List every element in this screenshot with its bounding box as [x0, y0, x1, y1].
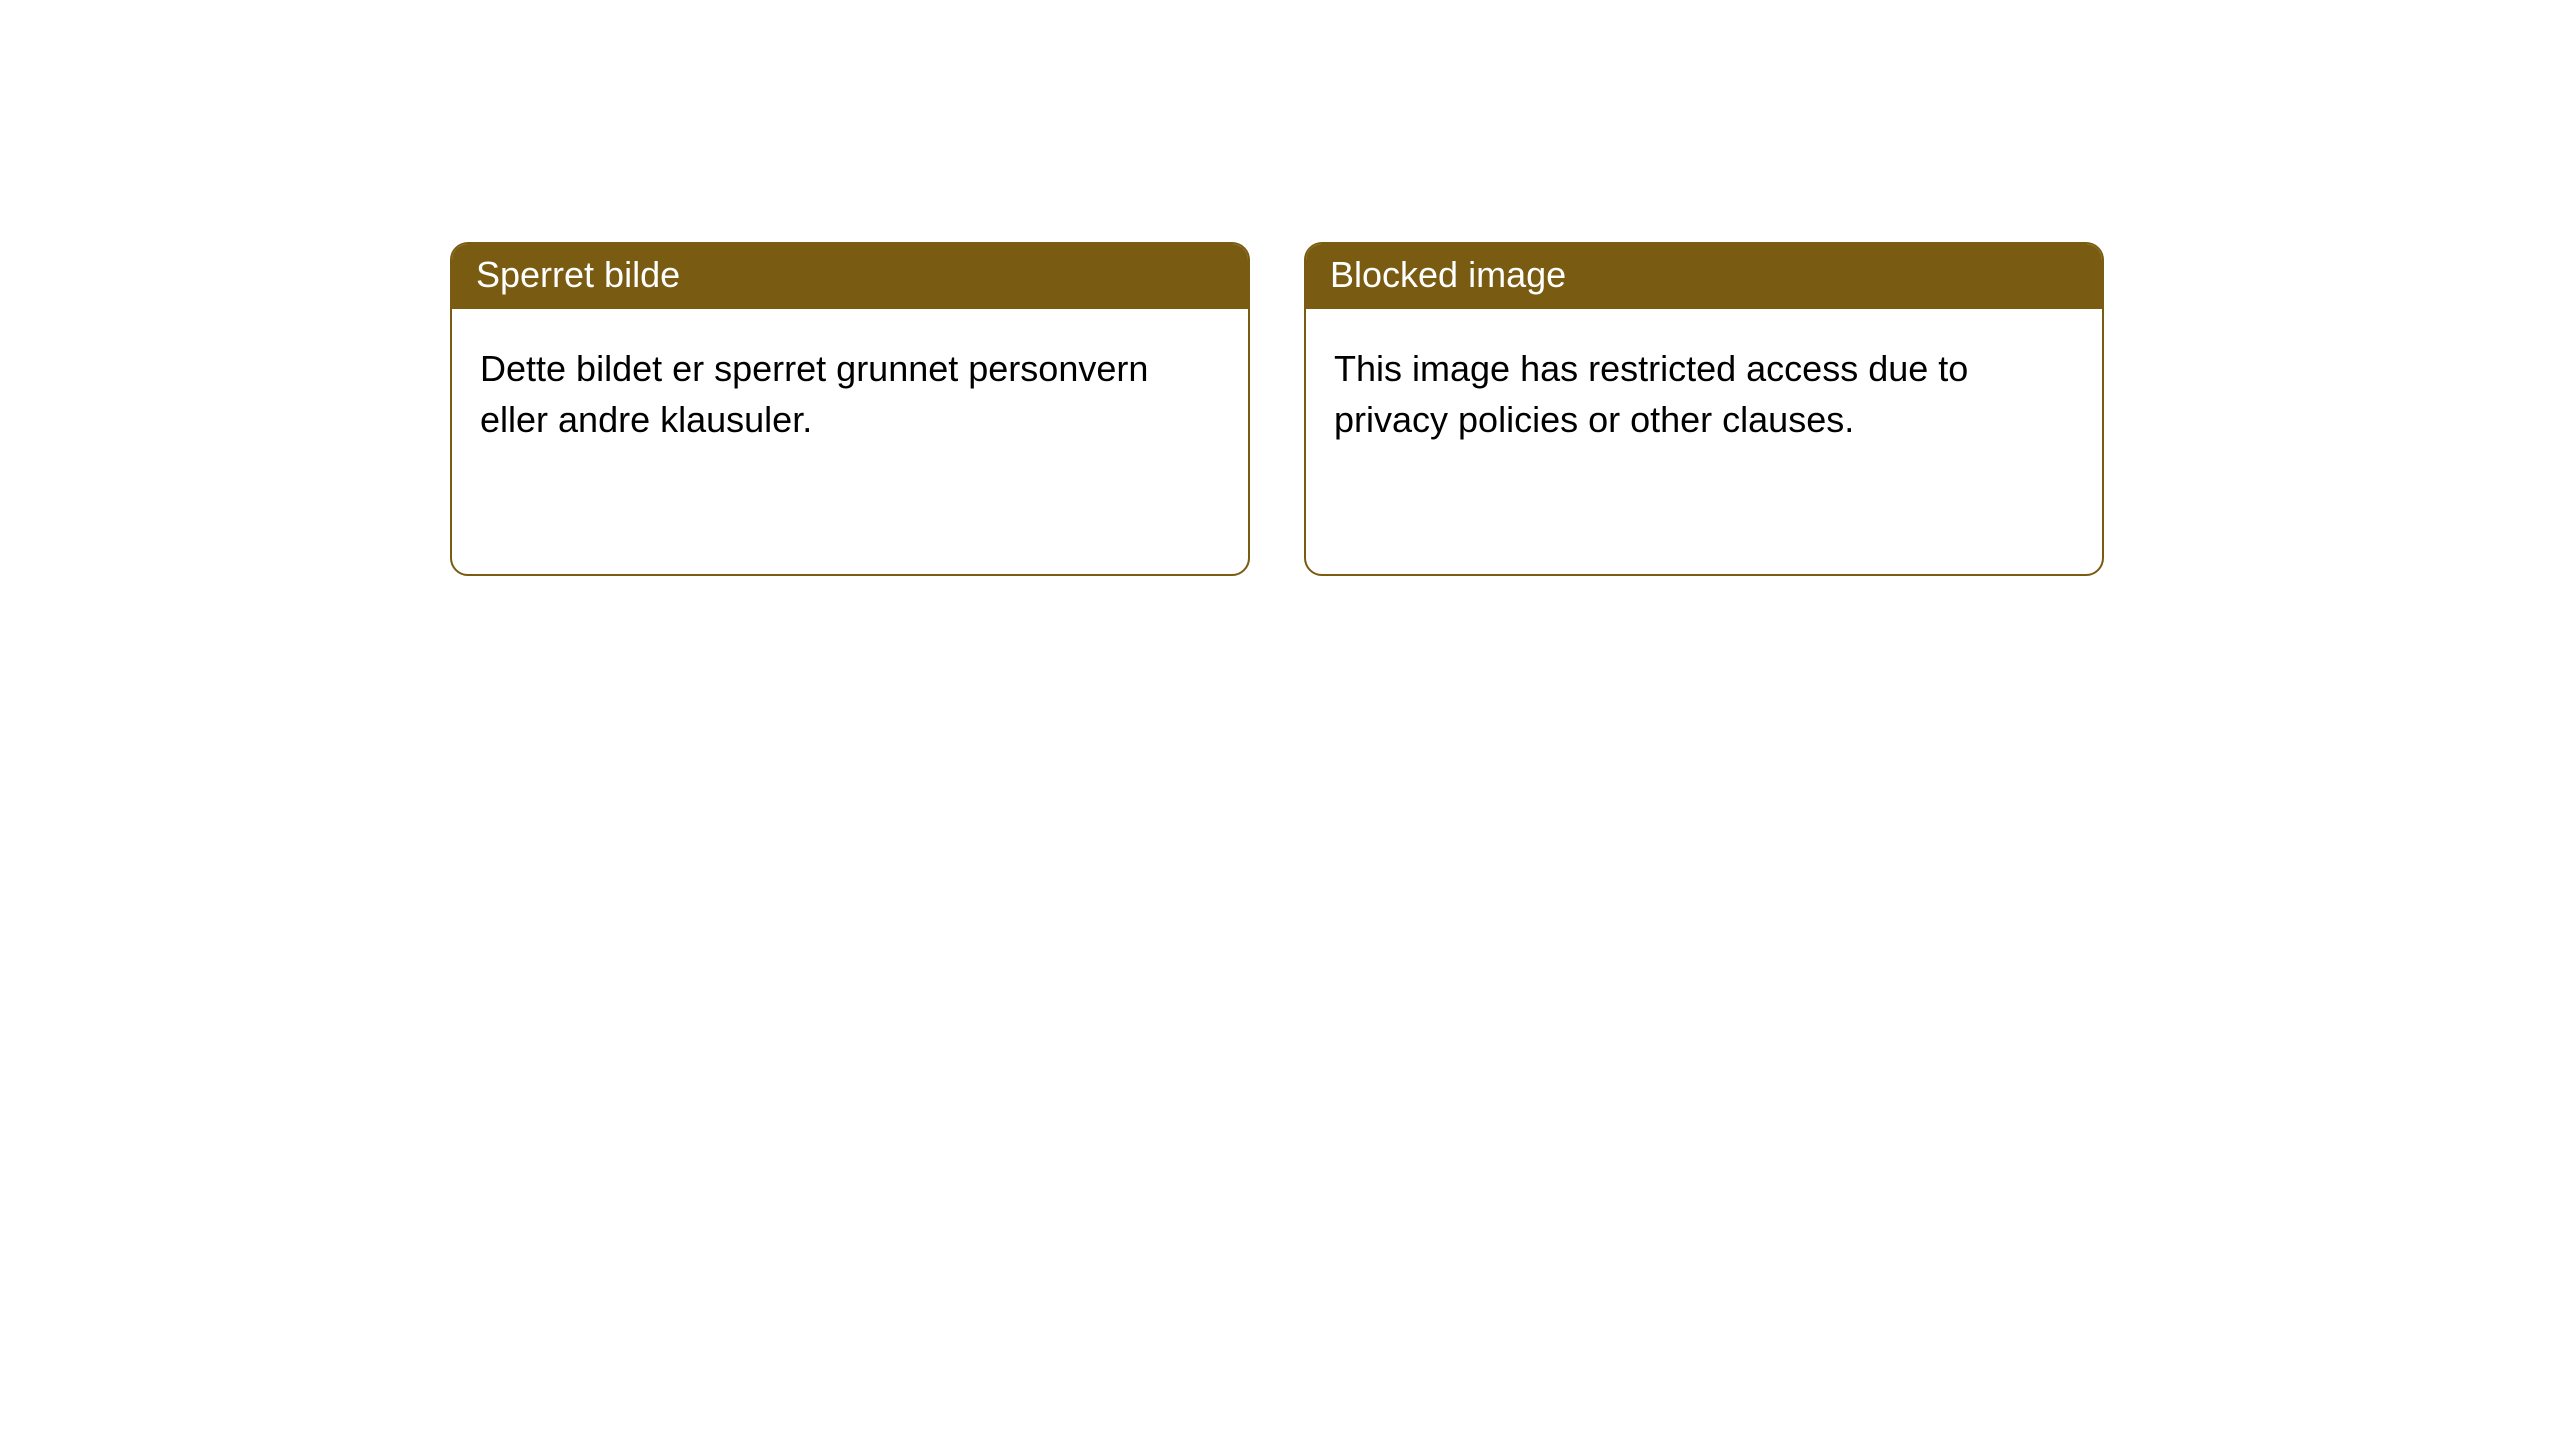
notice-header: Sperret bilde	[452, 244, 1248, 309]
notice-card-english: Blocked image This image has restricted …	[1304, 242, 2104, 576]
notice-body: Dette bildet er sperret grunnet personve…	[452, 309, 1248, 479]
notice-container: Sperret bilde Dette bildet er sperret gr…	[0, 0, 2560, 576]
notice-body: This image has restricted access due to …	[1306, 309, 2102, 479]
notice-header: Blocked image	[1306, 244, 2102, 309]
notice-card-norwegian: Sperret bilde Dette bildet er sperret gr…	[450, 242, 1250, 576]
